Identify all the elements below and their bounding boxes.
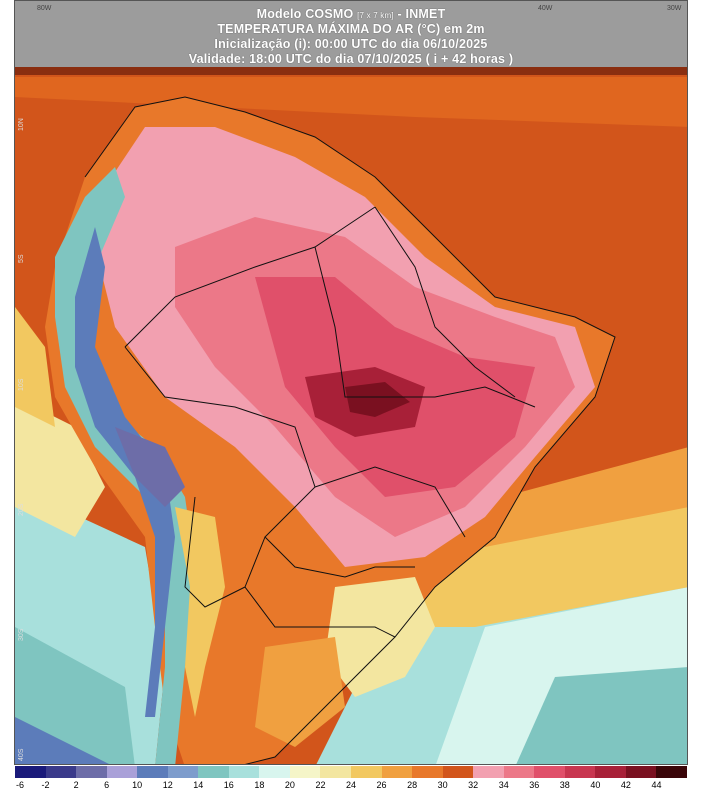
latitude-label: 10N bbox=[18, 118, 25, 131]
legend-swatch bbox=[595, 766, 627, 778]
legend-swatch bbox=[625, 766, 657, 778]
legend-swatch bbox=[473, 766, 505, 778]
legend-swatch bbox=[167, 766, 199, 778]
legend-swatch bbox=[289, 766, 321, 778]
longitude-label: 40W bbox=[538, 5, 553, 12]
legend-tick-label: -2 bbox=[41, 780, 50, 790]
legend-swatch bbox=[45, 766, 77, 778]
title-line-1: Modelo COSMO [7 x 7 km] - INMET bbox=[15, 7, 687, 21]
legend-tick-label: 24 bbox=[345, 780, 357, 790]
legend-tick-label: 20 bbox=[284, 780, 295, 790]
legend-tick-label: 18 bbox=[254, 780, 265, 790]
legend-swatch bbox=[564, 766, 596, 778]
legend-tick-label: 36 bbox=[529, 780, 540, 790]
latitude-label: 30S bbox=[18, 628, 25, 641]
latitude-label: 10S bbox=[18, 378, 25, 391]
model-organization: - INMET bbox=[397, 7, 446, 21]
legend-swatch bbox=[198, 766, 230, 778]
legend-tick-label: 42 bbox=[620, 780, 631, 790]
legend-swatch bbox=[351, 766, 383, 778]
legend-swatch bbox=[503, 766, 535, 778]
legend-tick-label: 40 bbox=[590, 780, 601, 790]
latitude-label: 20S bbox=[18, 503, 25, 516]
temperature-map bbox=[15, 67, 687, 764]
map-header: 80W 40W 30W Modelo COSMO [7 x 7 km] - IN… bbox=[15, 1, 687, 67]
title-line-3: Inicialização (i): 00:00 UTC do dia 06/1… bbox=[214, 37, 488, 51]
legend-swatch bbox=[534, 766, 566, 778]
legend-tick-label: 14 bbox=[193, 780, 204, 790]
legend-tick-label: 2 bbox=[73, 780, 79, 790]
model-name: Modelo COSMO bbox=[256, 7, 354, 21]
legend-tick-label: 32 bbox=[468, 780, 479, 790]
legend-tick-label: 26 bbox=[376, 780, 387, 790]
legend-swatch bbox=[137, 766, 169, 778]
legend-tick-label: 16 bbox=[223, 780, 234, 790]
legend-tick-label: 44 bbox=[651, 780, 662, 790]
legend-swatch bbox=[228, 766, 260, 778]
map-svg bbox=[15, 67, 687, 764]
legend-swatch bbox=[76, 766, 108, 778]
legend-swatch bbox=[381, 766, 413, 778]
model-resolution: [7 x 7 km] bbox=[357, 11, 394, 20]
legend-swatch bbox=[320, 766, 352, 778]
legend-swatch bbox=[656, 766, 688, 778]
legend-swatch bbox=[15, 766, 47, 778]
longitude-label: 80W bbox=[37, 5, 52, 12]
legend-tick-label: 10 bbox=[132, 780, 143, 790]
longitude-label: 30W bbox=[667, 5, 682, 12]
color-legend: -6 -2 2 6 10 12 14 16 18 20 22 24 26 28 30 32 34 36 38 40 42… bbox=[15, 766, 688, 796]
legend-tick-label: 38 bbox=[559, 780, 570, 790]
legend-swatch bbox=[412, 766, 444, 778]
legend-tick-label: -6 bbox=[15, 780, 25, 790]
title-line-2: TEMPERATURA MÁXIMA DO AR (°C) em 2m bbox=[217, 22, 485, 36]
legend-tick-label: 6 bbox=[104, 780, 110, 790]
legend-tick-label: 12 bbox=[162, 780, 173, 790]
latitude-label: 5S bbox=[18, 254, 25, 263]
legend-swatch bbox=[442, 766, 474, 778]
legend-tick-label: 30 bbox=[437, 780, 448, 790]
legend-swatch bbox=[106, 766, 138, 778]
legend-tick-label: 22 bbox=[315, 780, 326, 790]
legend-tick-label: 34 bbox=[498, 780, 509, 790]
legend-swatch bbox=[259, 766, 291, 778]
legend-tick-label: 28 bbox=[407, 780, 418, 790]
latitude-label: 40S bbox=[18, 748, 25, 761]
title-line-4: Validade: 18:00 UTC do dia 07/10/2025 ( … bbox=[188, 52, 514, 66]
map-frame: 80W 40W 30W Modelo COSMO [7 x 7 km] - IN… bbox=[14, 0, 688, 765]
